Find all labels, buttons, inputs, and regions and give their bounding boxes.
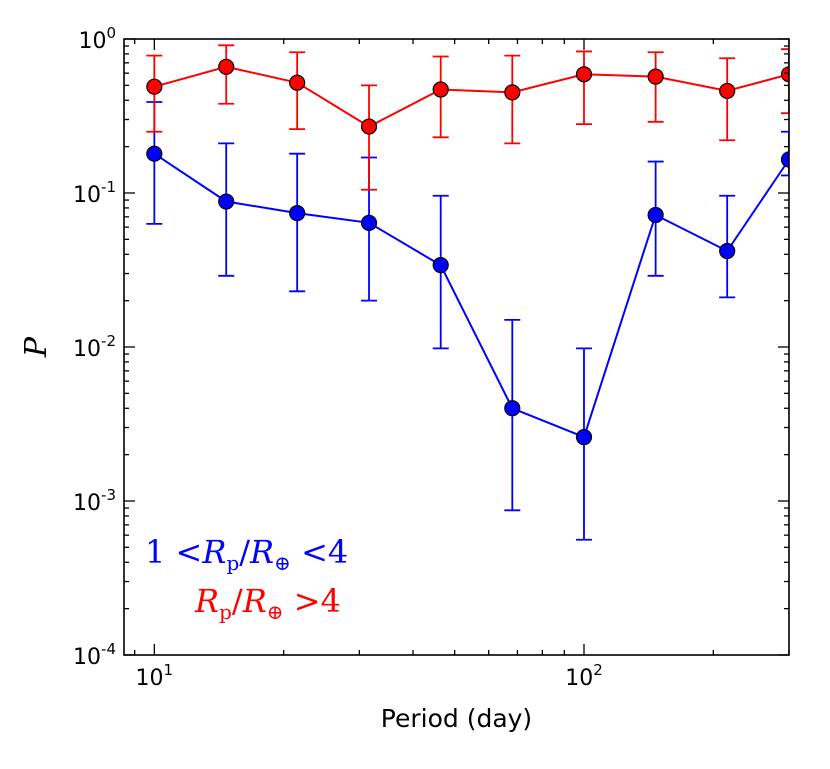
y-tick-label: 10-4	[73, 640, 116, 670]
error-bar	[781, 130, 789, 177]
x-tick-label: 101	[136, 661, 174, 691]
series-line-large-planets	[154, 65, 789, 128]
data-point	[780, 66, 789, 83]
error-bar	[361, 84, 378, 191]
data-point	[647, 68, 664, 85]
error-bar	[575, 50, 592, 126]
data-point	[218, 58, 235, 75]
data-point	[575, 66, 593, 83]
data-point	[360, 214, 378, 231]
y-axis-title: P	[19, 336, 54, 358]
y-tick-label: 10-2	[73, 332, 116, 362]
y-tick-label: 10-3	[73, 486, 116, 516]
legend: 1 <Rp/R⊕ <4 Rp/R⊕ >4	[145, 533, 348, 624]
marker-layer	[146, 58, 789, 446]
data-point	[360, 118, 378, 135]
data-point	[146, 78, 163, 95]
error-bar	[647, 51, 664, 123]
data-point	[504, 84, 521, 101]
error-bar	[781, 48, 789, 115]
data-point	[780, 151, 789, 168]
legend-entry: 1 <Rp/R⊕ <4	[145, 533, 348, 575]
data-point	[504, 400, 521, 417]
data-point	[647, 206, 664, 224]
x-axis-title: Period (day)	[381, 704, 532, 733]
y-tick-label: 100	[78, 24, 116, 54]
y-tick-label: 10-1	[73, 178, 116, 208]
data-point	[719, 82, 736, 100]
series-line-small-planets	[153, 152, 789, 439]
series-line-layer	[153, 65, 789, 439]
x-tick-label: 102	[565, 661, 603, 691]
data-point	[575, 428, 593, 446]
error-bar	[719, 57, 736, 142]
data-point	[719, 242, 736, 260]
data-point	[218, 193, 235, 210]
legend-entry: Rp/R⊕ >4	[194, 582, 341, 624]
data-point	[432, 257, 449, 274]
tick-layer: 100 10-1 10-2 10-3 10-4 101 102	[73, 24, 790, 691]
data-point	[289, 74, 306, 91]
data-point	[146, 145, 163, 162]
error-bar-layer	[146, 44, 789, 541]
data-point	[289, 205, 306, 222]
data-point	[432, 81, 449, 98]
error-bar	[289, 152, 306, 293]
